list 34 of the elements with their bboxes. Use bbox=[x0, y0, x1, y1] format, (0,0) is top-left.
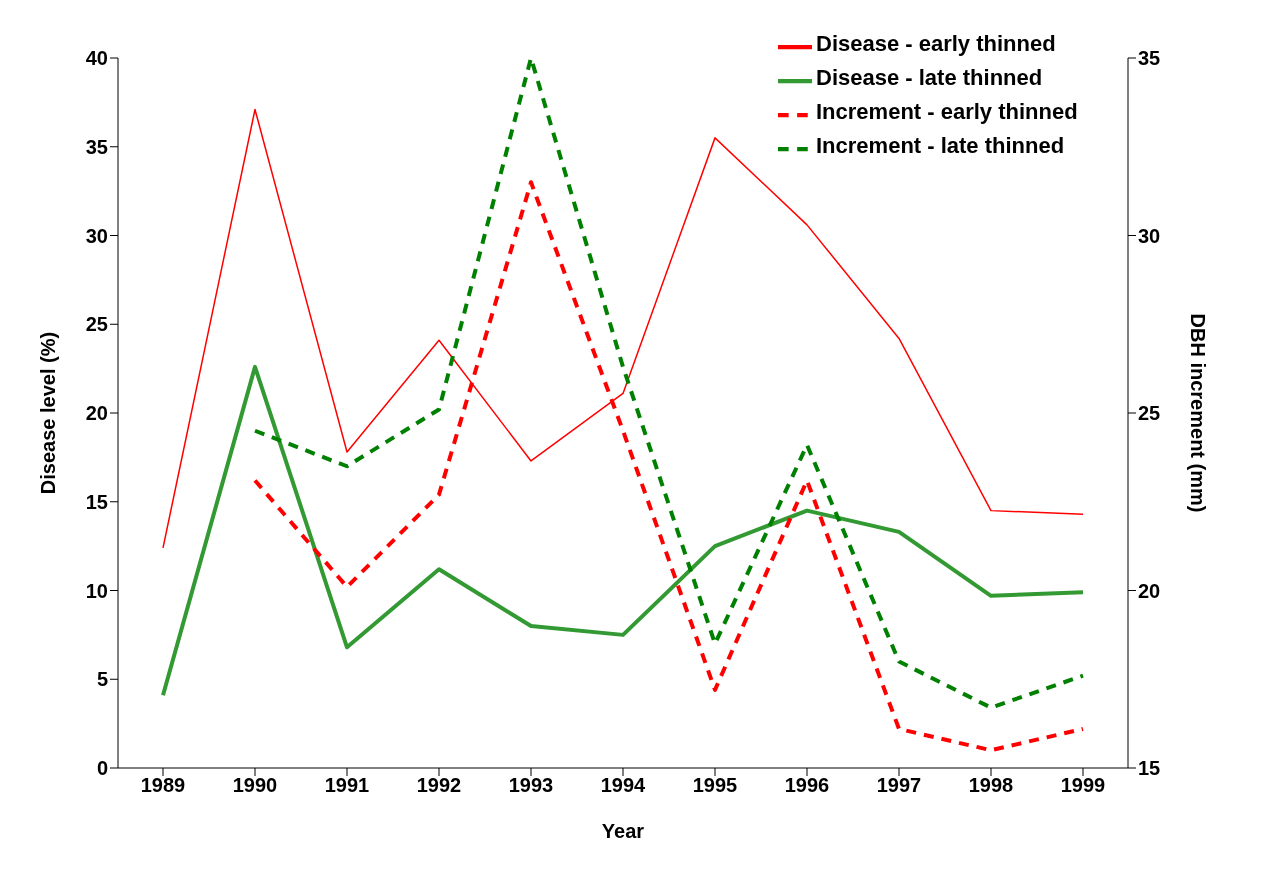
y-tick-label: 30 bbox=[85, 224, 108, 247]
legend-label: Increment - late thinned bbox=[816, 133, 1065, 159]
legend-label: Disease - late thinned bbox=[816, 65, 1043, 91]
x-tick-label: 1998 bbox=[968, 774, 1014, 797]
x-tick-label: 1993 bbox=[508, 774, 554, 797]
x-tick-label: 1999 bbox=[1060, 774, 1106, 797]
y-tick-label: 10 bbox=[85, 579, 108, 602]
y2-axis-title: DBH increment (mm) bbox=[1186, 313, 1209, 513]
x-tick-label: 1990 bbox=[232, 774, 278, 797]
y2-tick-label: 30 bbox=[1138, 224, 1161, 247]
y-tick-label: 0 bbox=[96, 757, 108, 780]
y2-tick-label: 20 bbox=[1138, 579, 1161, 602]
x-tick-label: 1991 bbox=[324, 774, 370, 797]
line-series bbox=[161, 364, 1085, 698]
x-axis-title: Year bbox=[601, 820, 645, 842]
x-tick-label: 1989 bbox=[140, 774, 186, 797]
y2-tick-label: 25 bbox=[1138, 402, 1161, 425]
y-axis-title: Disease level (%) bbox=[37, 331, 60, 495]
legend-label: Disease - early thinned bbox=[816, 31, 1056, 57]
x-tick-label: 1996 bbox=[784, 774, 830, 797]
x-tick-label: 1992 bbox=[416, 774, 462, 797]
y2-tick-label: 15 bbox=[1138, 757, 1161, 780]
y-tick-label: 35 bbox=[85, 135, 108, 158]
legend-label: Increment - early thinned bbox=[816, 99, 1078, 125]
y-tick-label: 15 bbox=[85, 490, 108, 513]
x-tick-label: 1995 bbox=[692, 774, 738, 797]
y-tick-label: 5 bbox=[96, 668, 108, 691]
line-series bbox=[253, 58, 1085, 710]
y-tick-label: 20 bbox=[85, 402, 108, 425]
y2-tick-label: 35 bbox=[1138, 47, 1161, 70]
y-tick-label: 40 bbox=[85, 47, 108, 70]
x-tick-label: 1997 bbox=[876, 774, 922, 797]
y-tick-label: 25 bbox=[85, 313, 108, 336]
x-tick-label: 1994 bbox=[600, 774, 647, 797]
